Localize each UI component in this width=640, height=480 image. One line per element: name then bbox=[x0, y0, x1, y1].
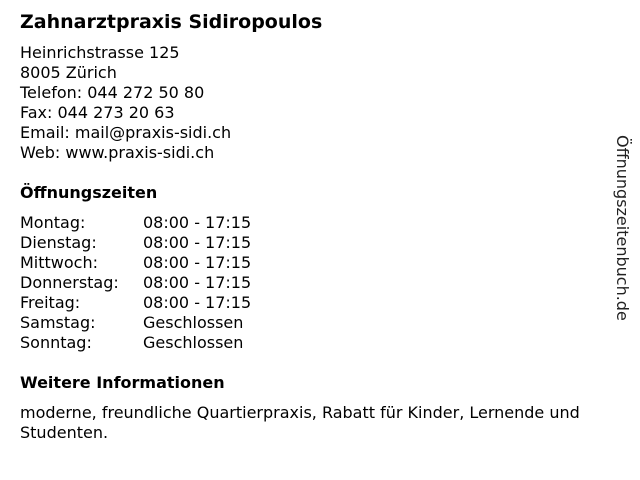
time: 08:00 - 17:15 bbox=[143, 213, 252, 232]
page-title: Zahnarztpraxis Sidiropoulos bbox=[20, 11, 323, 33]
street: Heinrichstrasse 125 bbox=[20, 43, 180, 62]
table-row: Dienstag: 08:00 - 17:15 bbox=[20, 233, 251, 253]
side-brand: Öffnungszeitenbuch.de bbox=[613, 135, 632, 321]
info-heading: Weitere Informationen bbox=[20, 373, 225, 392]
table-row: Mittwoch: 08:00 - 17:15 bbox=[20, 253, 251, 273]
time: 08:00 - 17:15 bbox=[143, 293, 252, 312]
day: Montag: bbox=[20, 213, 86, 232]
city: 8005 Zürich bbox=[20, 63, 117, 82]
fax: Fax: 044 273 20 63 bbox=[20, 103, 175, 122]
time: 08:00 - 17:15 bbox=[143, 273, 252, 292]
day: Freitag: bbox=[20, 293, 81, 312]
day: Donnerstag: bbox=[20, 273, 119, 292]
time: Geschlossen bbox=[143, 333, 244, 352]
hours-table: Montag: 08:00 - 17:15 Dienstag: 08:00 - 17… bbox=[20, 213, 251, 353]
table-row: Freitag: 08:00 - 17:15 bbox=[20, 293, 251, 313]
day: Samstag: bbox=[20, 313, 96, 332]
time: Geschlossen bbox=[143, 313, 244, 332]
time: 08:00 - 17:15 bbox=[143, 233, 252, 252]
day: Dienstag: bbox=[20, 233, 97, 252]
day: Mittwoch: bbox=[20, 253, 98, 272]
contact-block: Heinrichstrasse 125 8005 Zürich Telefon:… bbox=[20, 43, 231, 163]
table-row: Samstag: Geschlossen bbox=[20, 313, 251, 333]
email: Email: mail@praxis-sidi.ch bbox=[20, 123, 232, 142]
hours-heading: Öffnungszeiten bbox=[20, 183, 158, 202]
table-row: Sonntag: Geschlossen bbox=[20, 333, 251, 353]
phone: Telefon: 044 272 50 80 bbox=[20, 83, 205, 102]
time: 08:00 - 17:15 bbox=[143, 253, 252, 272]
day: Sonntag: bbox=[20, 333, 92, 352]
table-row: Donnerstag: 08:00 - 17:15 bbox=[20, 273, 251, 293]
website: Web: www.praxis-sidi.ch bbox=[20, 143, 215, 162]
table-row: Montag: 08:00 - 17:15 bbox=[20, 213, 251, 233]
info-text: moderne, freundliche Quartierpraxis, Rab… bbox=[20, 403, 580, 442]
